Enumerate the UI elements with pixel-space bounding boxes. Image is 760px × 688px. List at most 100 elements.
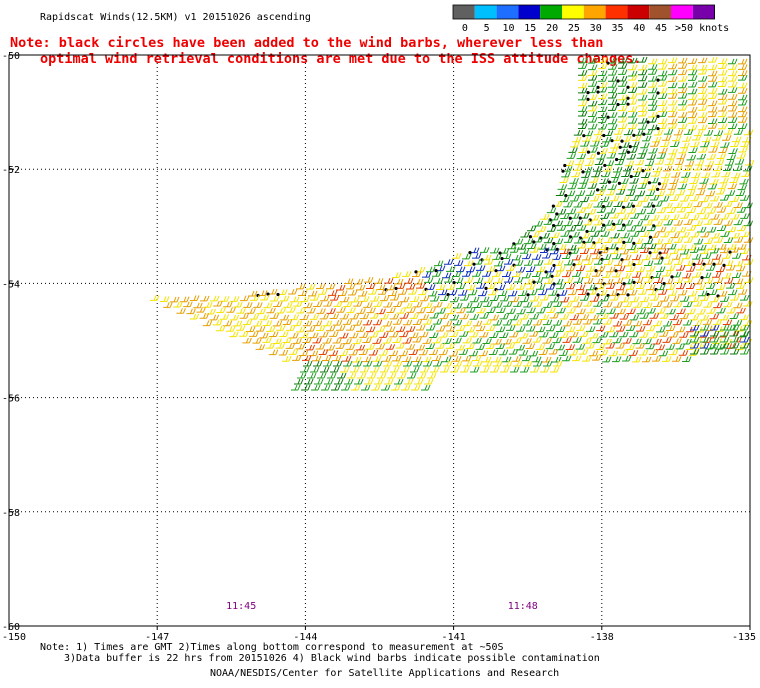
wind-barb bbox=[543, 219, 554, 225]
wind-barb bbox=[730, 141, 740, 148]
wind-barb bbox=[727, 183, 738, 190]
wind-barb bbox=[710, 324, 720, 331]
wind-barb bbox=[608, 350, 619, 357]
wind-barb bbox=[212, 319, 223, 326]
wind-barb bbox=[482, 271, 492, 277]
wind-barb bbox=[608, 64, 618, 70]
wind-barb bbox=[537, 226, 547, 232]
wind-barb bbox=[453, 360, 463, 367]
wind-barb bbox=[613, 301, 623, 308]
wind-barb bbox=[421, 384, 431, 391]
wind-barb bbox=[730, 294, 740, 301]
wind-barb bbox=[545, 343, 556, 350]
wind-barb bbox=[642, 356, 652, 363]
x-tick-label: -144 bbox=[293, 632, 317, 643]
wind-barb bbox=[285, 343, 296, 349]
wind-barb bbox=[422, 271, 432, 278]
wind-barb bbox=[543, 360, 553, 367]
wind-barb bbox=[348, 349, 359, 356]
wind-barb bbox=[683, 202, 693, 208]
wind-barb bbox=[646, 284, 656, 291]
wind-barb bbox=[286, 325, 296, 331]
wind-barb bbox=[519, 332, 529, 339]
wind-barb bbox=[523, 360, 533, 367]
wind-barb bbox=[563, 220, 574, 227]
flag-circle bbox=[632, 262, 636, 267]
wind-barb bbox=[533, 360, 543, 367]
wind-barb bbox=[582, 355, 592, 362]
wind-barb bbox=[542, 272, 552, 279]
wind-barb bbox=[628, 87, 638, 93]
wind-barb bbox=[292, 355, 302, 361]
wind-barb bbox=[230, 296, 240, 302]
wind-barb bbox=[329, 313, 340, 320]
wind-barb bbox=[386, 307, 396, 314]
wind-barb bbox=[266, 307, 276, 314]
wind-barb bbox=[552, 337, 562, 344]
wind-barb bbox=[667, 226, 677, 233]
wind-barb bbox=[730, 232, 740, 239]
wind-barb bbox=[536, 284, 546, 290]
wind-barb bbox=[734, 158, 745, 165]
flag-circle bbox=[632, 280, 636, 284]
wind-barb bbox=[698, 124, 708, 131]
wind-barb bbox=[578, 123, 588, 130]
wind-barb bbox=[255, 344, 266, 350]
wind-barb bbox=[542, 337, 552, 344]
wind-barb bbox=[676, 283, 686, 290]
wind-barb bbox=[305, 344, 316, 351]
wind-barb bbox=[663, 301, 673, 308]
wind-barb bbox=[295, 343, 306, 350]
wind-barb bbox=[636, 325, 646, 332]
wind-barb bbox=[708, 88, 718, 94]
wind-barb bbox=[456, 307, 466, 314]
wind-barb bbox=[718, 94, 728, 100]
wind-barb bbox=[558, 350, 569, 356]
wind-barbs bbox=[150, 56, 755, 391]
wind-barb bbox=[652, 338, 662, 345]
wind-barb bbox=[520, 231, 530, 238]
wind-barb bbox=[279, 314, 290, 321]
wind-barb bbox=[434, 277, 444, 284]
flag-circle bbox=[628, 144, 632, 149]
wind-barb bbox=[486, 325, 496, 331]
wind-barb bbox=[412, 319, 423, 325]
wind-barb bbox=[729, 313, 740, 320]
wind-barb bbox=[476, 265, 486, 271]
wind-barb bbox=[391, 384, 401, 391]
wind-barb bbox=[640, 214, 650, 221]
wind-barb bbox=[744, 277, 754, 283]
wind-barb bbox=[579, 314, 590, 320]
wind-barb bbox=[552, 254, 562, 260]
wind-barb bbox=[438, 349, 449, 356]
wind-barb bbox=[710, 342, 720, 349]
flag-circle bbox=[500, 256, 504, 261]
wind-barb bbox=[634, 159, 645, 166]
wind-barb bbox=[609, 312, 620, 319]
wind-barb bbox=[708, 56, 718, 63]
wind-barb bbox=[585, 342, 596, 349]
wind-barb bbox=[269, 313, 280, 319]
wind-barb bbox=[586, 153, 597, 160]
wind-barb bbox=[627, 225, 637, 232]
wind-barb bbox=[472, 271, 482, 277]
wind-barb bbox=[688, 290, 698, 297]
wind-barb bbox=[713, 219, 724, 225]
wind-barb bbox=[582, 135, 592, 142]
wind-barb bbox=[384, 378, 394, 385]
wind-barb bbox=[587, 183, 598, 189]
wind-barb bbox=[689, 178, 699, 184]
wind-barb bbox=[372, 319, 383, 326]
wind-barb bbox=[637, 183, 648, 189]
wind-barb bbox=[493, 301, 503, 308]
wind-barb bbox=[646, 265, 656, 272]
wind-barb bbox=[738, 88, 748, 94]
wind-barb bbox=[452, 337, 462, 344]
wind-barb bbox=[714, 159, 725, 165]
wind-barb bbox=[676, 153, 687, 160]
wind-barb bbox=[542, 356, 552, 363]
wind-barb bbox=[638, 100, 648, 107]
wind-barb bbox=[617, 225, 627, 232]
wind-barb bbox=[710, 232, 720, 239]
wind-barb bbox=[399, 313, 410, 319]
